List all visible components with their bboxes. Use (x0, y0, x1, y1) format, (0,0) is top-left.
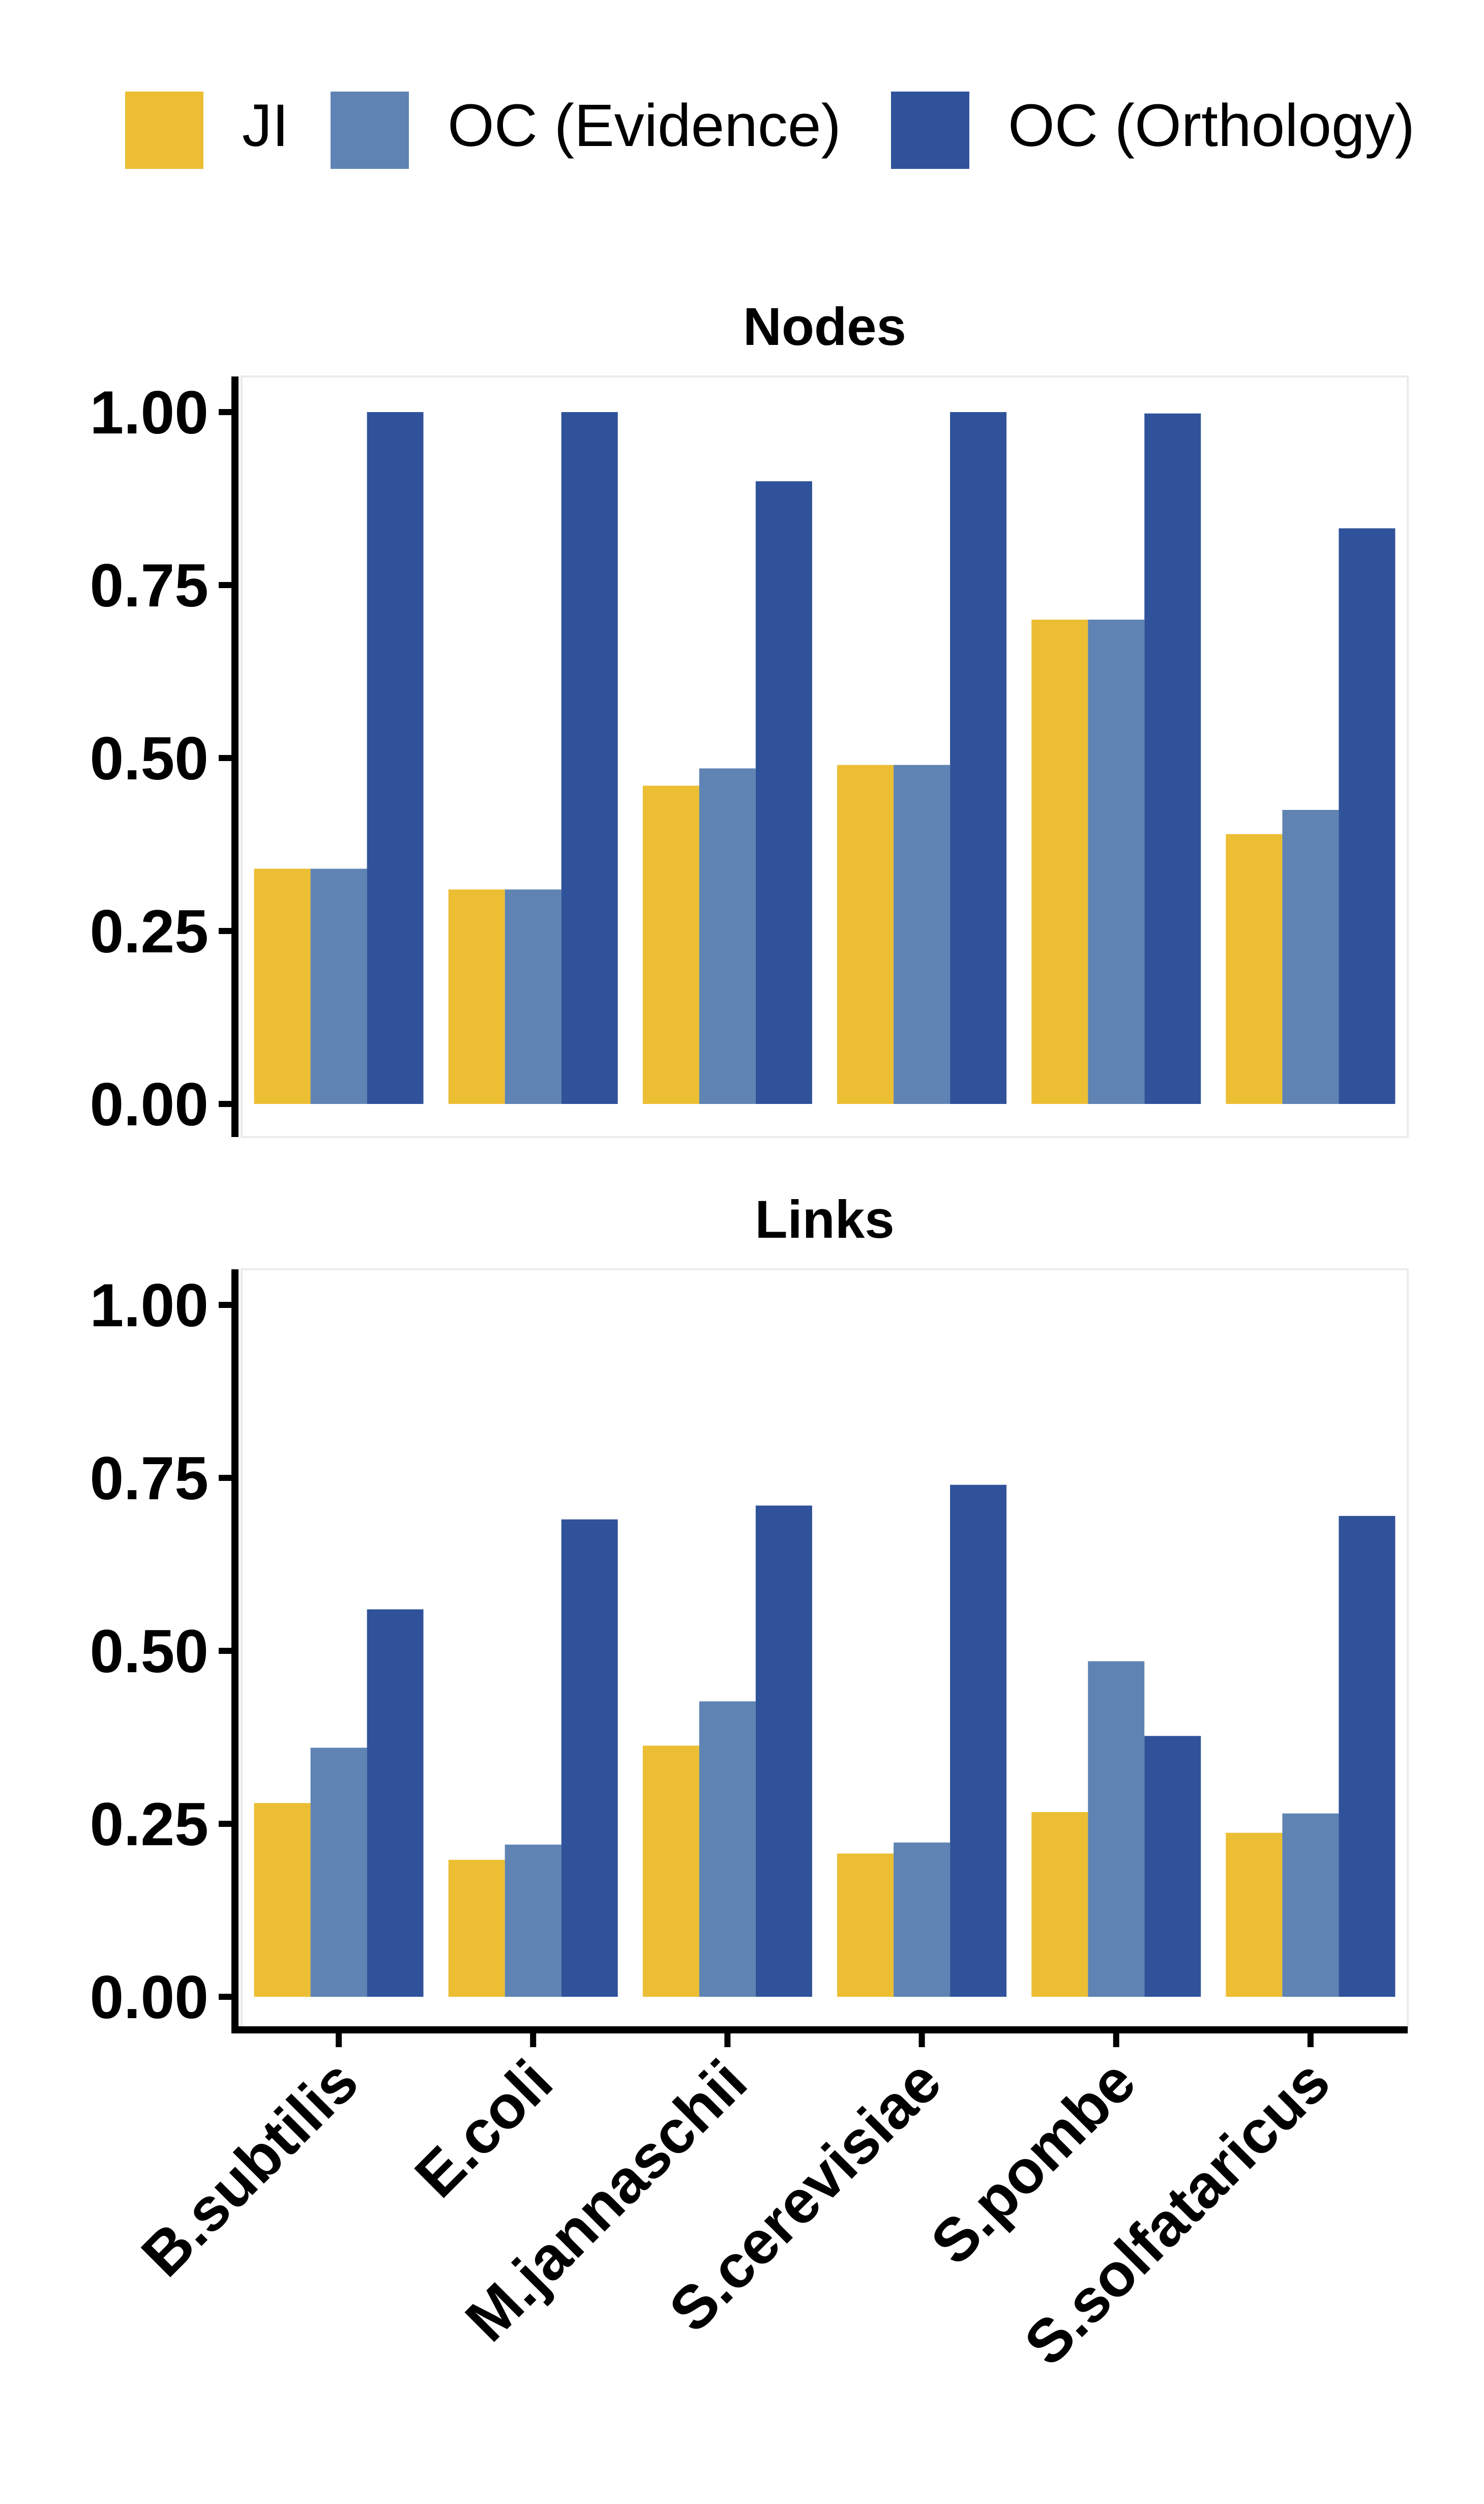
y-tick-label: 0.25 (90, 1790, 209, 1858)
y-tick-label: 0.75 (90, 1444, 209, 1512)
panel-border (241, 1268, 1409, 2031)
y-tick-label: 0.00 (90, 1070, 209, 1139)
bar-links-s-pombe-oc-evidence (1088, 1661, 1145, 1997)
legend-swatch-oc-orthology (891, 92, 969, 169)
y-tick-label: 0.25 (90, 897, 209, 966)
y-tick-label: 0.00 (90, 1963, 209, 2031)
panel-nodes: Nodes 1.00 0.75 0.50 0.25 0.00 (90, 297, 1409, 1139)
bar-links-s-cerevisiae-oc-orthology (950, 1484, 1007, 1997)
bar-links-b-subtilis-oc-orthology (367, 1609, 424, 1997)
bar-nodes-m-jannaschii-oc-orthology (755, 481, 812, 1104)
bar-nodes-b-subtilis-ji (254, 868, 311, 1104)
bar-links-s-cerevisiae-oc-evidence (894, 1842, 951, 1997)
bar-nodes-s-solfataricus-oc-evidence (1282, 810, 1339, 1104)
legend-label-ji: JI (242, 92, 289, 159)
bar-nodes-b-subtilis-oc-orthology (367, 412, 424, 1104)
legend-swatch-ji (125, 92, 203, 169)
bar-nodes-e-coli-ji (448, 889, 505, 1104)
legend: JI OC (Evidence) OC (Orthology) (125, 92, 1415, 169)
y-tick-label: 0.50 (90, 724, 209, 793)
bar-links-s-cerevisiae-ji (837, 1853, 894, 1997)
bar-links-s-pombe-oc-orthology (1144, 1736, 1201, 1997)
bar-nodes-e-coli-oc-evidence (504, 889, 561, 1104)
bar-nodes-s-cerevisiae-oc-orthology (950, 412, 1007, 1104)
bar-links-b-subtilis-oc-evidence (310, 1748, 367, 1997)
chart-panels: Nodes 1.00 0.75 0.50 0.25 0.00 Links 1.00 0.75 0.… (90, 297, 1409, 2031)
x-axis: B.subtilis E.coliM.jannaschiiS.cerevisiae… (129, 2026, 1408, 2378)
panel-links: Links 1.00 0.75 0.50 0.25 0.00 (90, 1190, 1409, 2031)
bar-nodes-s-pombe-ji (1031, 620, 1088, 1104)
bar-links-s-solfataricus-oc-orthology (1339, 1516, 1396, 1997)
legend-label-oc-orthology: OC (Orthology) (1008, 92, 1415, 159)
bar-nodes-s-pombe-oc-orthology (1144, 413, 1201, 1104)
bar-nodes-s-pombe-oc-evidence (1088, 620, 1145, 1104)
y-tick-label: 0.50 (90, 1617, 209, 1685)
bar-nodes-m-jannaschii-ji (642, 785, 699, 1104)
bar-links-m-jannaschii-oc-orthology (755, 1505, 812, 1997)
legend-label-oc-evidence: OC (Evidence) (448, 92, 841, 159)
legend-swatch-oc-evidence (331, 92, 409, 169)
bar-links-s-pombe-ji (1031, 1812, 1088, 1997)
y-tick-label: 0.75 (90, 551, 209, 620)
panel-title-nodes: Nodes (743, 297, 906, 357)
bar-links-m-jannaschii-oc-evidence (699, 1701, 756, 1997)
bar-nodes-b-subtilis-oc-evidence (310, 868, 367, 1104)
bar-links-e-coli-oc-evidence (504, 1844, 561, 1997)
bar-nodes-s-cerevisiae-ji (837, 765, 894, 1104)
bar-links-s-solfataricus-ji (1226, 1832, 1283, 1997)
bar-nodes-s-cerevisiae-oc-evidence (894, 765, 951, 1104)
bar-nodes-s-solfataricus-ji (1226, 834, 1283, 1104)
y-tick-label: 1.00 (90, 378, 209, 447)
bar-nodes-e-coli-oc-orthology (561, 412, 618, 1104)
panel-border (241, 375, 1409, 1138)
bar-links-e-coli-oc-orthology (561, 1519, 618, 1997)
bar-nodes-s-solfataricus-oc-orthology (1339, 528, 1396, 1104)
x-tick-label-e-coli: E.coli (402, 2047, 566, 2210)
bar-links-s-solfataricus-oc-evidence (1282, 1813, 1339, 1997)
bar-links-b-subtilis-ji (254, 1803, 311, 1997)
bar-links-m-jannaschii-ji (642, 1745, 699, 1997)
bar-links-e-coli-ji (448, 1859, 505, 1997)
bar-nodes-m-jannaschii-oc-evidence (699, 768, 756, 1104)
x-tick-label-b-subtilis: B.subtilis (129, 2047, 371, 2290)
y-tick-label: 1.00 (90, 1271, 209, 1340)
panel-title-links: Links (755, 1190, 894, 1249)
